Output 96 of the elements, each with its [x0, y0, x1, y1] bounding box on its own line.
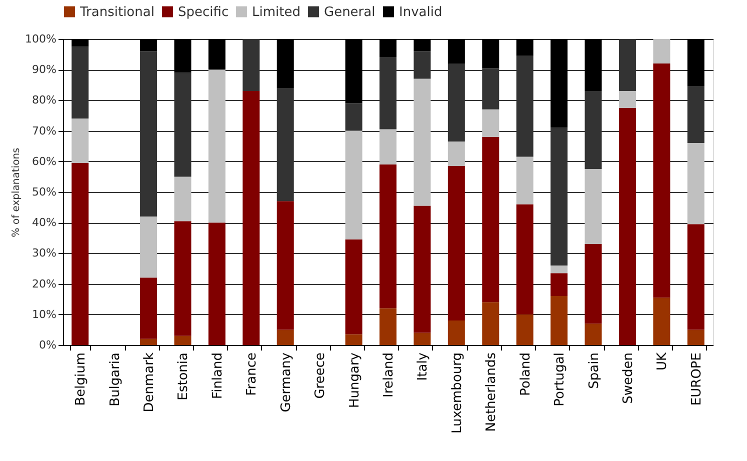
bar — [687, 330, 704, 345]
y-tick-label: 0% — [39, 338, 56, 352]
bar — [482, 302, 500, 345]
bar — [482, 109, 500, 137]
x-tick-label: Finland — [210, 352, 226, 399]
x-tick-label: Italy — [416, 352, 431, 381]
x-tick-label: Netherlands — [484, 352, 500, 432]
bar — [174, 72, 192, 177]
bar — [584, 91, 602, 170]
bar — [448, 166, 465, 321]
x-tick-label: UK — [655, 352, 670, 371]
x-tick-label: Denmark — [142, 352, 158, 412]
bar — [140, 51, 158, 216]
bar — [687, 143, 704, 224]
bar — [380, 129, 396, 164]
bar — [550, 128, 568, 266]
legend-label: Specific — [178, 4, 229, 20]
bar — [140, 216, 158, 278]
bar — [618, 39, 636, 92]
bar — [276, 330, 294, 345]
x-tick-label: Germany — [278, 352, 294, 412]
y-tick-label: 80% — [32, 94, 56, 107]
y-tick-label: 30% — [32, 246, 56, 260]
y-tick-label: 60% — [32, 154, 56, 168]
bar — [140, 278, 158, 339]
bar — [653, 298, 670, 345]
bar — [482, 68, 500, 110]
x-tick-label: France — [244, 352, 260, 396]
bar — [414, 51, 431, 79]
y-tick-label: 20% — [32, 277, 56, 290]
y-tick-label: 40% — [32, 216, 56, 230]
bar — [276, 88, 294, 202]
x-tick-label: Estonia — [176, 352, 192, 400]
y-tick-label: 100% — [25, 32, 56, 46]
bar — [208, 222, 226, 345]
y-tick-label: 90% — [32, 63, 56, 76]
bar — [550, 296, 568, 345]
bar — [242, 39, 260, 92]
x-tick-label: Hungary — [347, 352, 362, 408]
legend-label: General — [324, 4, 376, 20]
bar — [414, 332, 431, 345]
bar — [380, 164, 396, 308]
bar — [242, 91, 260, 345]
x-tick-label: Spain — [586, 352, 602, 389]
bar — [584, 169, 602, 244]
bar — [550, 265, 568, 274]
bar — [72, 162, 89, 345]
bar — [482, 136, 500, 302]
x-tick-label: Luxembourg — [450, 352, 465, 434]
x-tick-label: EUROPE — [689, 352, 704, 406]
x-tick-label: Greece — [313, 352, 328, 399]
bar — [345, 239, 362, 334]
bar — [174, 221, 192, 336]
bar — [345, 334, 362, 345]
y-tick-label: 10% — [32, 308, 56, 321]
bar — [140, 338, 158, 345]
bar — [448, 142, 465, 166]
bar — [345, 130, 362, 240]
bar — [618, 91, 636, 108]
x-tick-label: Sweden — [620, 352, 636, 404]
x-tick-label: Bulgaria — [108, 352, 123, 406]
legend-label: Invalid — [399, 4, 442, 20]
bar — [72, 118, 89, 163]
y-axis-title: % of explanations — [11, 148, 22, 238]
bar — [653, 39, 670, 64]
bar — [72, 46, 89, 119]
bar — [516, 56, 534, 157]
x-tick-label: Poland — [518, 352, 534, 396]
bar — [584, 324, 602, 345]
legend-label: Transitional — [79, 4, 154, 20]
bar — [174, 176, 192, 222]
bar — [516, 204, 534, 314]
bar — [208, 70, 226, 223]
y-tick-label: 70% — [32, 124, 56, 138]
bar — [584, 244, 602, 324]
bar — [448, 320, 465, 345]
bar — [414, 78, 431, 206]
x-tick-label: Portugal — [552, 352, 568, 406]
bar — [448, 63, 465, 142]
bar — [174, 336, 192, 345]
bar — [516, 156, 534, 204]
bar — [550, 273, 568, 296]
bar — [380, 57, 396, 130]
bar — [516, 314, 534, 345]
bar — [687, 86, 704, 144]
y-tick-label: 50% — [32, 186, 56, 198]
bar — [687, 224, 704, 330]
legend-label: Limited — [252, 4, 300, 20]
bar — [345, 103, 362, 131]
bar — [414, 206, 431, 333]
x-tick-label: Ireland — [382, 352, 396, 398]
bar — [618, 108, 636, 345]
bar — [380, 308, 396, 345]
bar — [276, 201, 294, 330]
bar — [653, 63, 670, 298]
x-tick-label: Belgium — [74, 352, 89, 406]
